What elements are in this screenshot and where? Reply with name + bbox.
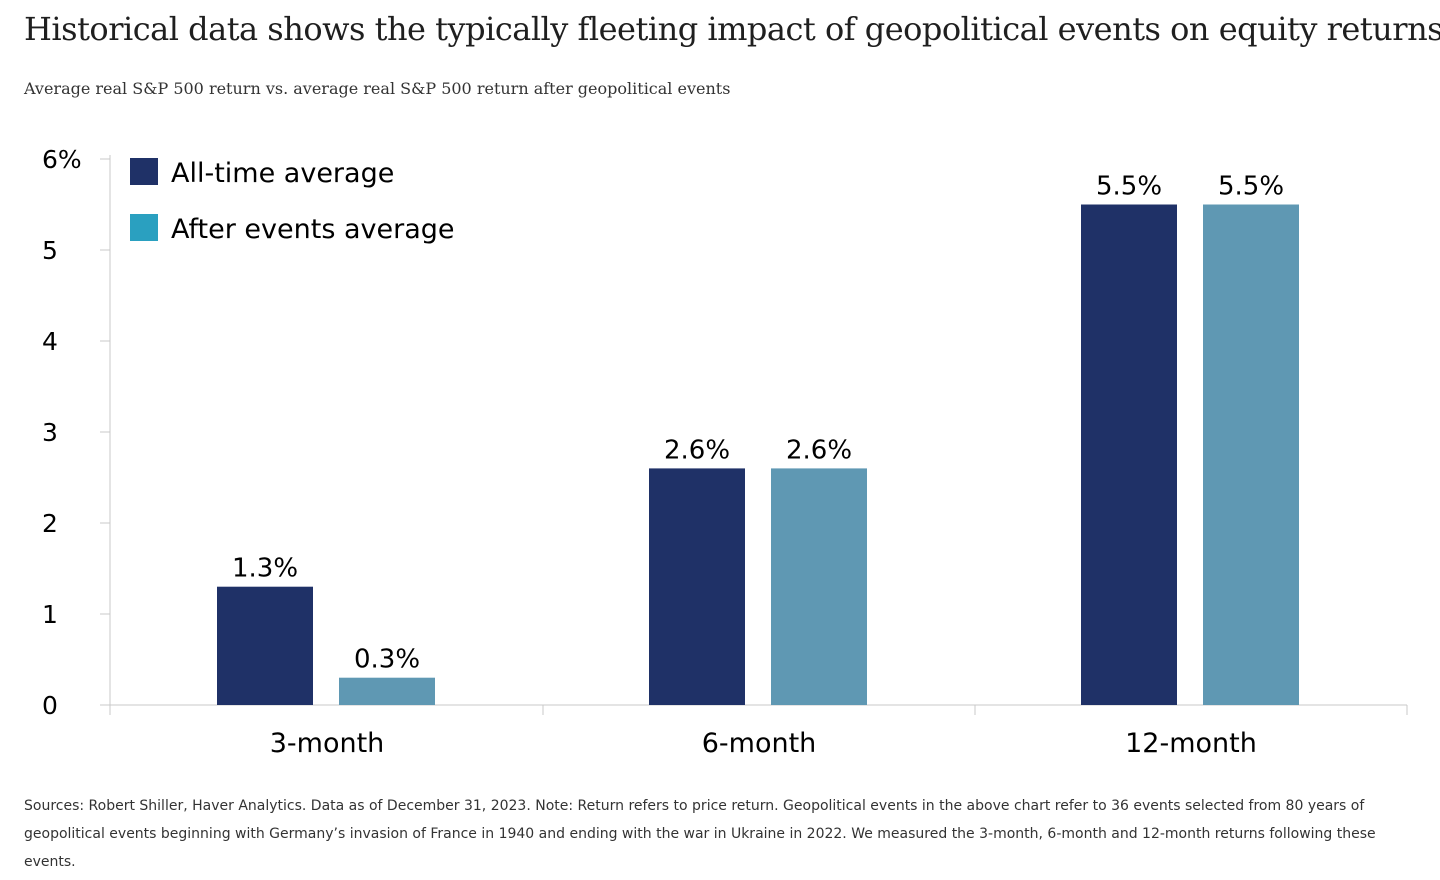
bar-value-label: 1.3% (232, 554, 298, 584)
bar-value-label: 5.5% (1096, 172, 1162, 202)
bar-value-label: 2.6% (664, 435, 730, 465)
y-tick-label: 5 (42, 236, 58, 265)
y-tick-label: 2 (42, 509, 58, 538)
y-tick-label: 1 (42, 600, 58, 629)
bar-all-time (217, 586, 313, 705)
bar-value-label: 2.6% (786, 435, 852, 465)
bar-all-time (1081, 204, 1177, 705)
chart-title: Historical data shows the typically flee… (24, 10, 1440, 48)
legend-swatch (130, 214, 158, 241)
bar-chart: 0 1 2 3 4 5 6% 3-month 6-month 12-month 1.3% 2.6% 5.… (42, 145, 1408, 759)
chart-subtitle: Average real S&P 500 return vs. average … (24, 79, 731, 98)
bar-value-label: 0.3% (354, 645, 420, 675)
legend-swatch (130, 158, 158, 185)
footnote: Sources: Robert Shiller, Haver Analytics… (24, 798, 1376, 870)
x-category-label: 3-month (270, 728, 385, 759)
bar-after-events (771, 468, 867, 705)
y-tick-label: 0 (42, 691, 58, 720)
x-category-label: 6-month (702, 728, 817, 759)
bar-value-label: 5.5% (1218, 172, 1284, 202)
legend-label: All-time average (171, 158, 394, 189)
x-category-label: 12-month (1125, 728, 1257, 759)
legend-label: After events average (171, 214, 455, 245)
y-tick-label: 3 (42, 418, 58, 447)
y-tick-label: 6% (42, 145, 82, 174)
y-tick-label: 4 (42, 327, 58, 356)
bar-after-events (339, 677, 435, 705)
bar-all-time (649, 468, 745, 705)
bar-after-events (1203, 204, 1299, 705)
